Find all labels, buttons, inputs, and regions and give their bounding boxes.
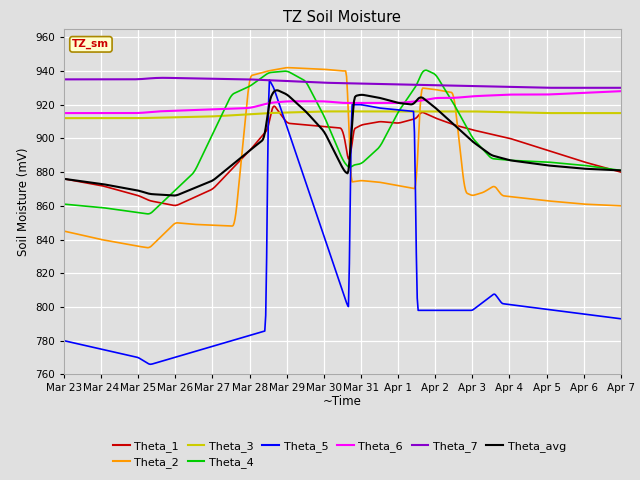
X-axis label: ~Time: ~Time (323, 395, 362, 408)
Y-axis label: Soil Moisture (mV): Soil Moisture (mV) (17, 147, 29, 256)
Title: TZ Soil Moisture: TZ Soil Moisture (284, 10, 401, 25)
Text: TZ_sm: TZ_sm (72, 39, 109, 49)
Legend: Theta_1, Theta_2, Theta_3, Theta_4, Theta_5, Theta_6, Theta_7, Theta_avg: Theta_1, Theta_2, Theta_3, Theta_4, Thet… (109, 436, 570, 472)
